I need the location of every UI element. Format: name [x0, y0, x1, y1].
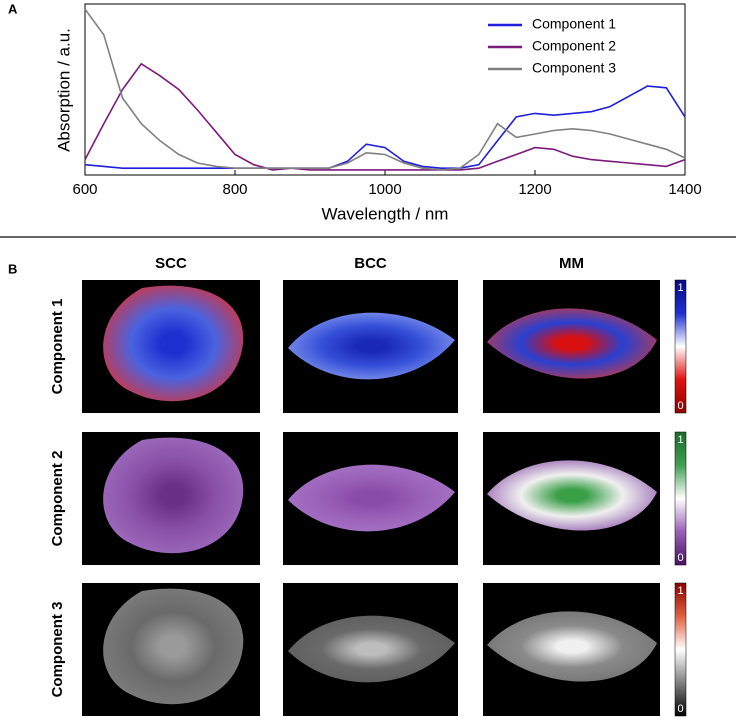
- data-line: [84, 85, 686, 169]
- tissue-image: [103, 588, 244, 705]
- colorbar: [674, 582, 687, 717]
- tissue-image: [487, 611, 657, 682]
- tissue-image: [103, 437, 244, 554]
- legend-label: Component 1: [532, 16, 616, 32]
- row-label: Component 3: [49, 602, 66, 698]
- x-tick-label: 1400: [668, 181, 701, 198]
- x-axis-label: Wavelength / nm: [322, 204, 449, 223]
- column-label: MM: [559, 255, 584, 272]
- column-label: BCC: [354, 255, 387, 272]
- legend-label: Component 2: [532, 38, 616, 54]
- x-tick-label: 600: [72, 181, 97, 198]
- x-tick-label: 800: [222, 181, 247, 198]
- column-label: SCC: [155, 255, 187, 272]
- colorbar: [674, 431, 687, 566]
- panel-label: B: [8, 261, 17, 276]
- panel-label: A: [8, 1, 18, 16]
- colorbar: [674, 279, 687, 414]
- data-line: [84, 62, 686, 171]
- data-line: [84, 8, 686, 171]
- row-label: Component 2: [49, 451, 66, 547]
- tissue-image: [487, 308, 657, 379]
- colorbar-max-label: 1: [677, 434, 683, 446]
- x-tick-label: 1200: [518, 181, 551, 198]
- colorbar-max-label: 1: [677, 585, 683, 597]
- row-label: Component 1: [49, 299, 66, 395]
- colorbar-min-label: 0: [677, 552, 683, 564]
- tissue-image: [288, 464, 455, 532]
- colorbar-max-label: 1: [677, 282, 683, 294]
- tissue-image: [487, 460, 657, 531]
- y-axis-label: Absorption / a.u.: [54, 28, 73, 152]
- legend-label: Component 3: [532, 60, 616, 76]
- colorbar-min-label: 0: [677, 400, 683, 412]
- x-tick-label: 1000: [368, 181, 401, 198]
- colorbar-min-label: 0: [677, 703, 683, 715]
- tissue-image: [103, 285, 244, 402]
- tissue-image: [288, 615, 455, 683]
- tissue-image: [288, 312, 455, 380]
